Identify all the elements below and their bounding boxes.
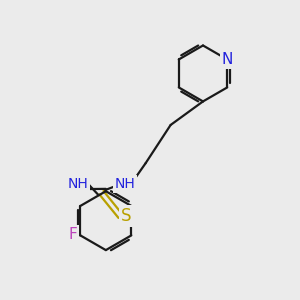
Text: F: F bbox=[69, 227, 77, 242]
Text: NH: NH bbox=[68, 177, 88, 191]
Text: N: N bbox=[221, 52, 233, 67]
Text: NH: NH bbox=[115, 177, 135, 191]
Text: S: S bbox=[121, 207, 132, 225]
